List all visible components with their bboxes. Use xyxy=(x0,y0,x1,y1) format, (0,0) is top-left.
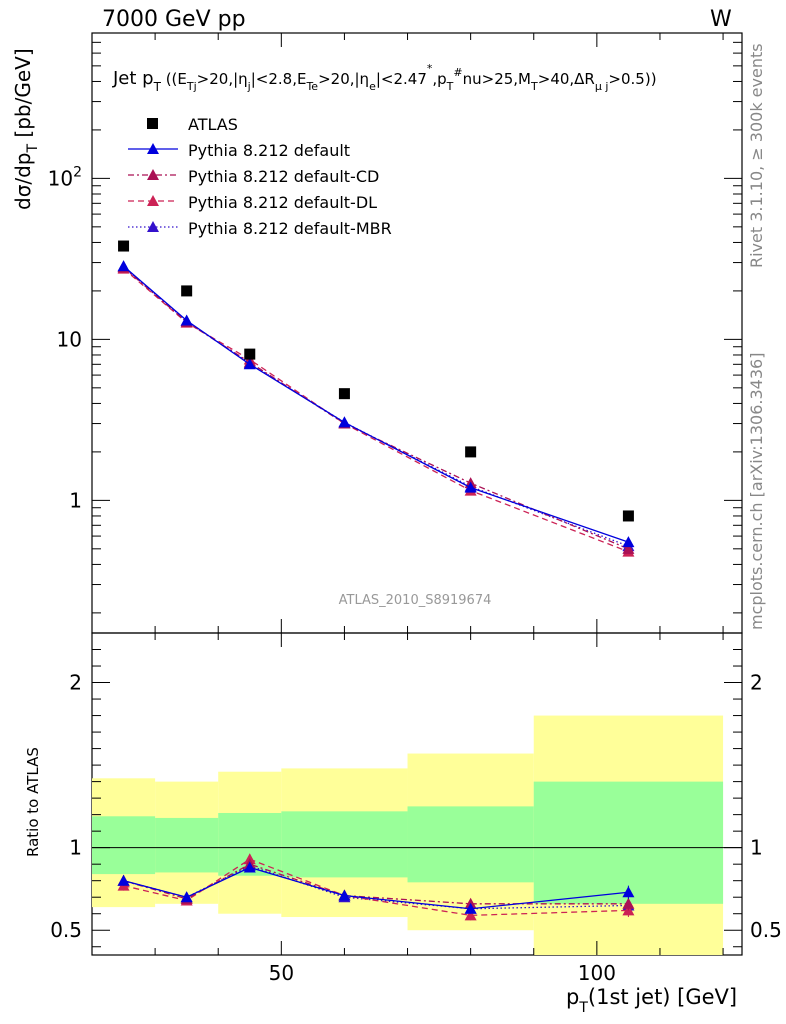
mc-line-ratio xyxy=(123,866,629,910)
atlas-point xyxy=(338,388,350,400)
legend-marker xyxy=(147,195,159,206)
mc-point-main xyxy=(338,416,351,428)
legend-marker xyxy=(147,143,159,154)
mc-point-main xyxy=(622,542,635,554)
mc-point-ratio xyxy=(338,889,351,901)
mc-point-ratio xyxy=(243,861,256,873)
mc-point-ratio xyxy=(180,891,193,903)
y-axis-label: dσ/dpT [pb/GeV] xyxy=(11,48,41,210)
legend-label-dl: Pythia 8.212 default-DL xyxy=(188,193,377,212)
mc-line-ratio xyxy=(123,865,629,910)
atlas-point xyxy=(118,240,130,252)
mc-point-ratio xyxy=(622,886,635,898)
legend-label-default: Pythia 8.212 default xyxy=(188,141,350,160)
mc-line-main xyxy=(123,268,629,553)
legend-marker xyxy=(147,221,159,232)
chart-marks xyxy=(117,240,635,921)
legend-marker xyxy=(147,169,159,180)
x-tick-label: 100 xyxy=(578,961,616,985)
mc-point-main xyxy=(180,314,193,326)
green-band-bin xyxy=(533,781,724,904)
atlas-point xyxy=(465,446,477,458)
analysis-watermark: ATLAS_2010_S8919674 xyxy=(339,593,492,608)
legend-markers xyxy=(128,118,178,232)
ratio-y-tick-label: 0.5 xyxy=(50,918,82,942)
green-band-bin xyxy=(281,811,408,878)
ratio-y-tick-label: 0.5 xyxy=(750,918,782,942)
mc-point-main xyxy=(117,260,130,272)
mc-line-main xyxy=(123,265,629,543)
y-tick-label: 1 xyxy=(69,488,82,512)
green-band-bin xyxy=(155,817,219,873)
x-tick-label: 50 xyxy=(269,961,294,985)
legend-label-atlas: ATLAS xyxy=(188,115,238,134)
mc-point-main xyxy=(464,481,477,493)
atlas-point xyxy=(244,348,256,360)
mcplots-label: mcplots.cern.ch [arXiv:1306.3436] xyxy=(747,353,766,630)
mc-line-main xyxy=(123,266,629,550)
legend-label-cd: Pythia 8.212 default-CD xyxy=(188,167,379,186)
mc-point-ratio xyxy=(622,897,635,909)
chart-title: Jet pT ((ETj>20,|ηj|<2.8,ETe>20,|ηe|<2.4… xyxy=(112,62,657,94)
process-label: W xyxy=(710,7,732,32)
mc-line-main xyxy=(123,266,629,547)
energy-label: 7000 GeV pp xyxy=(102,7,246,32)
ratio-y-axis-label: Ratio to ATLAS xyxy=(24,747,42,857)
x-axis-label: pT(1st jet) [GeV] xyxy=(566,985,737,1016)
y-tick-label: 10 xyxy=(57,327,82,351)
ratio-y-tick-label: 1 xyxy=(750,836,763,860)
mc-point-ratio xyxy=(464,909,477,921)
legend-marker-atlas xyxy=(147,118,158,129)
mc-point-main xyxy=(622,536,635,548)
y-tick-label: 102 xyxy=(48,164,82,190)
axis-ticks: 50 100 1 10 102 0.5 0.5 1 1 2 2 xyxy=(48,32,782,985)
ratio-y-tick-label: 2 xyxy=(69,671,82,695)
mc-point-ratio xyxy=(117,874,130,886)
mc-point-ratio xyxy=(464,902,477,914)
atlas-point xyxy=(181,285,193,297)
legend-label-mbr: Pythia 8.212 default-MBR xyxy=(188,219,392,238)
mc-line-ratio xyxy=(123,858,629,917)
ratio-y-tick-label: 1 xyxy=(69,836,82,860)
green-band-bin xyxy=(407,806,534,883)
mc-line-ratio xyxy=(123,863,629,905)
rivet-label: Rivet 3.1.10, ≥ 300k events xyxy=(747,43,766,268)
mc-point-main xyxy=(243,358,256,370)
ratio-uncertainty-bands xyxy=(92,715,742,955)
green-band-bin xyxy=(92,816,156,875)
ratio-y-tick-label: 2 xyxy=(750,671,763,695)
atlas-point xyxy=(622,510,634,522)
